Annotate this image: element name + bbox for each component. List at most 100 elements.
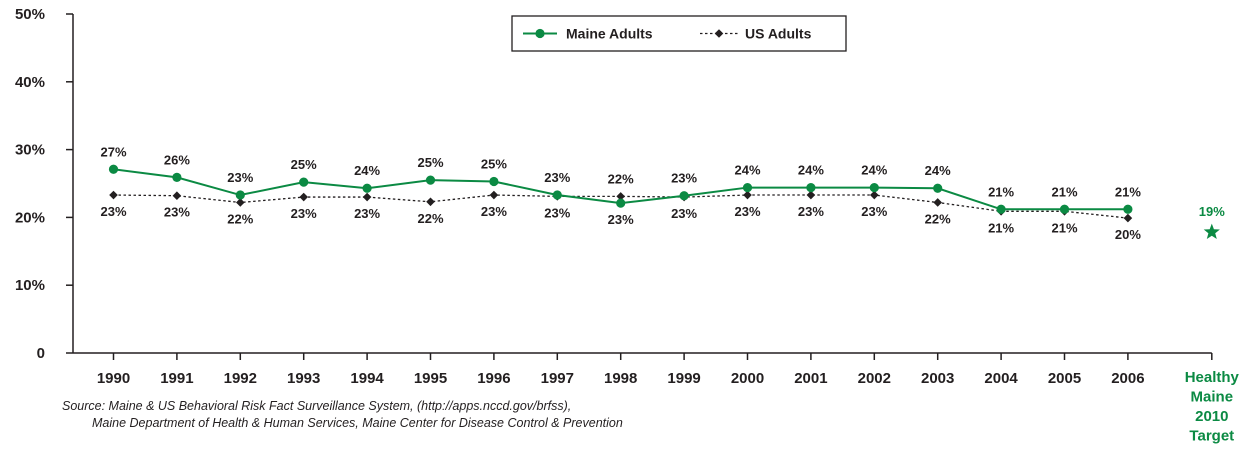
us-adults-point: [743, 190, 752, 200]
us-adults-label: 23%: [861, 204, 887, 219]
legend-maine-label: Maine Adults: [566, 26, 653, 42]
x-tick-label: 1999: [667, 370, 700, 387]
legend-us-marker: [714, 29, 724, 38]
us-adults-point: [616, 192, 625, 201]
maine-adults-point: [933, 183, 943, 193]
maine-adults-label: 23%: [544, 170, 570, 185]
maine-adults-label: 21%: [988, 184, 1014, 199]
target-category-label: Target: [1189, 428, 1234, 445]
us-adults-point: [1123, 213, 1133, 223]
us-adults-point: [236, 198, 245, 207]
x-tick-label: 1997: [541, 370, 574, 387]
target-value-label: 19%: [1199, 204, 1225, 219]
us-adults-label: 21%: [1051, 220, 1077, 235]
us-adults-point: [426, 197, 435, 207]
y-tick-label: 0: [37, 345, 45, 362]
x-tick-label: 1996: [477, 370, 510, 387]
maine-adults-label: 26%: [164, 152, 190, 167]
x-tick-label: 1993: [287, 370, 320, 387]
us-adults-label: 22%: [227, 211, 253, 226]
maine-adults-point: [869, 182, 879, 193]
maine-adults-label: 23%: [227, 170, 253, 185]
maine-adults-label: 24%: [798, 163, 824, 178]
target-category-label: Healthy: [1185, 369, 1240, 386]
maine-adults-point: [742, 182, 753, 193]
us-adults-point: [362, 192, 372, 202]
maine-adults-point: [552, 190, 562, 200]
maine-adults-point: [679, 191, 689, 201]
legend-maine-marker: [535, 28, 545, 39]
us-adults-point: [299, 192, 308, 202]
maine-adults-point: [172, 172, 182, 182]
maine-adults-point: [1059, 204, 1070, 214]
us-adults-point: [806, 190, 816, 200]
maine-adults-point: [1123, 204, 1133, 214]
us-adults-point: [933, 198, 942, 207]
maine-adults-label: 24%: [861, 163, 887, 178]
x-tick-label: 2005: [1048, 370, 1081, 387]
source-note: Source: Maine & US Behavioral Risk Fact …: [62, 398, 623, 432]
y-tick-label: 50%: [15, 6, 45, 23]
us-adults-label: 23%: [608, 212, 634, 227]
data-labels: 27% 26% 23% 25% 24% 25% 25% 23% 22% 23% 24% 24% 24% 2…: [100, 144, 1141, 242]
maine-adults-label: 22%: [608, 171, 634, 186]
maine-adults-point: [489, 176, 499, 187]
axes: 0 10% 20% 30% 40% 50% 1990 1991 1992 1993 1994 1995…: [15, 6, 1213, 387]
maine-adults-point: [616, 198, 626, 208]
x-tick-label: 1992: [224, 370, 257, 387]
x-tick-label: 2006: [1111, 370, 1144, 387]
x-tick-label: 2004: [984, 370, 1018, 387]
maine-adults-point: [235, 190, 245, 200]
maine-adults-point: [425, 175, 436, 185]
y-tick-label: 20%: [15, 209, 45, 226]
x-tick-label: 2002: [858, 370, 891, 387]
maine-adults-label: 21%: [1051, 184, 1077, 199]
us-adults-point: [870, 190, 879, 200]
x-tick-label: 2000: [731, 370, 764, 387]
target-category-label: 2010: [1195, 408, 1228, 425]
us-adults-label: 23%: [671, 206, 697, 221]
series-layer: [108, 164, 1133, 223]
us-adults-label: 23%: [544, 205, 570, 220]
y-tick-label: 40%: [15, 74, 45, 91]
maine-adults-label: 21%: [1115, 184, 1141, 199]
maine-adults-label: 27%: [100, 144, 126, 159]
target-star-icon: [1203, 223, 1220, 240]
us-adults-label: 23%: [798, 204, 824, 219]
target-category-label: Maine: [1191, 389, 1234, 406]
maine-adults-label: 23%: [671, 171, 697, 186]
x-tick-label: 1994: [350, 370, 384, 387]
legend: Maine Adults US Adults: [511, 15, 847, 52]
y-tick-label: 10%: [15, 277, 45, 294]
us-adults-label: 22%: [925, 211, 951, 226]
maine-adults-point: [299, 177, 309, 187]
maine-adults-label: 24%: [734, 163, 760, 178]
x-tick-label: 2001: [794, 370, 827, 387]
us-adults-label: 20%: [1115, 227, 1141, 242]
legend-box: [511, 15, 847, 52]
y-tick-label: 30%: [15, 142, 45, 159]
maine-adults-label: 24%: [925, 163, 951, 178]
us-adults-label: 22%: [417, 211, 443, 226]
us-adults-label: 23%: [734, 204, 760, 219]
x-tick-label: 1998: [604, 370, 637, 387]
x-tick-label: 1995: [414, 370, 447, 387]
maine-adults-point: [806, 182, 816, 193]
us-adults-point: [489, 190, 499, 200]
us-adults-label: 23%: [354, 206, 380, 221]
source-line-2: Maine Department of Health & Human Servi…: [92, 416, 623, 430]
maine-adults-label: 25%: [291, 157, 317, 172]
legend-us-label: US Adults: [745, 26, 812, 42]
maine-adults-point: [108, 164, 119, 174]
maine-adults-point: [362, 183, 372, 193]
us-adults-label: 21%: [988, 220, 1014, 235]
us-adults-label: 23%: [100, 204, 126, 219]
maine-adults-label: 25%: [417, 155, 443, 170]
us-adults-point: [172, 191, 182, 201]
maine-adults-label: 25%: [481, 156, 507, 171]
maine-adults-point: [996, 204, 1006, 214]
us-adults-label: 23%: [291, 206, 317, 221]
us-adults-label: 23%: [164, 205, 190, 220]
x-tick-label: 2003: [921, 370, 954, 387]
